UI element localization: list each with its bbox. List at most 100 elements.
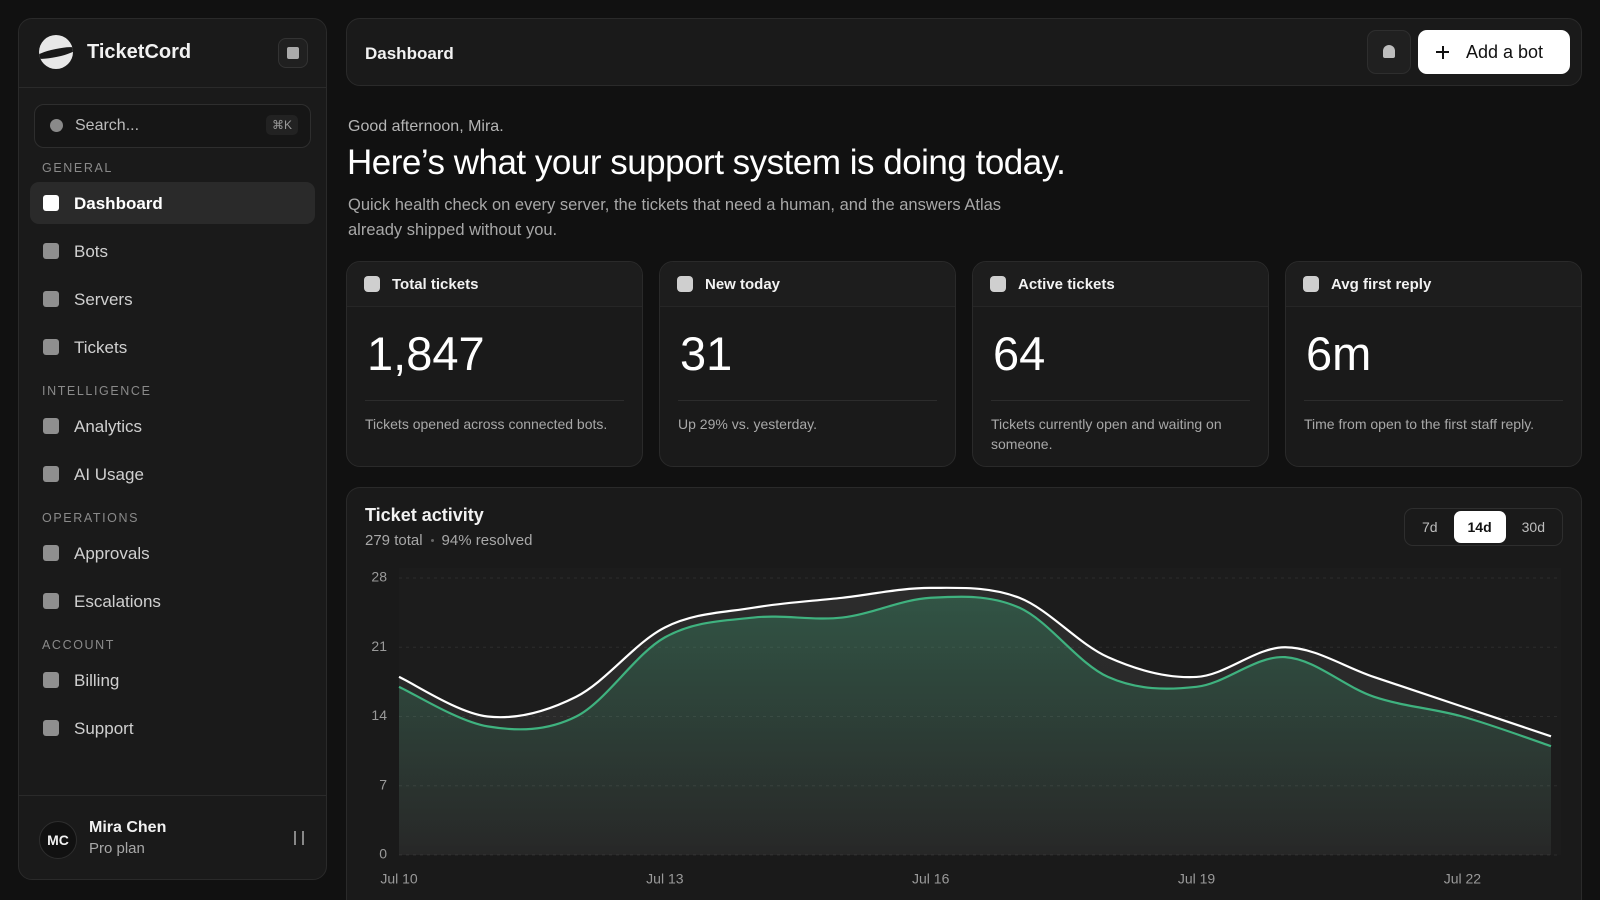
brand-logo-wave	[39, 44, 73, 62]
divider	[19, 795, 326, 796]
stat-card: New today 31 Up 29% vs. yesterday.	[659, 261, 956, 467]
nav-label: Billing	[74, 671, 120, 690]
nav-section-title: OPERATIONS	[42, 511, 140, 525]
divider	[1304, 400, 1563, 401]
range-option[interactable]: 30d	[1521, 519, 1545, 535]
page-title: Dashboard	[365, 44, 454, 63]
nav-icon	[43, 672, 59, 688]
add-bot-label: Add a bot	[1466, 42, 1544, 62]
y-tick-label: 0	[379, 846, 387, 862]
plus-icon-v	[1441, 45, 1444, 59]
x-tick-label: Jul 22	[1444, 871, 1482, 887]
nav-icon	[43, 466, 59, 482]
y-tick-label: 7	[379, 776, 387, 792]
nav-item[interactable]: Support	[30, 707, 315, 749]
collapse-button[interactable]	[278, 38, 308, 68]
user-name: Mira Chen	[89, 819, 167, 836]
stat-card: Total tickets 1,847 Tickets opened across …	[346, 261, 643, 467]
nav-label: Bots	[74, 242, 109, 261]
stat-icon	[1303, 276, 1319, 292]
total-count: 279 total	[365, 532, 423, 549]
stat-icon	[677, 276, 693, 292]
add-bot-button[interactable]: Add a bot	[1418, 30, 1570, 74]
nav-item[interactable]: Approvals	[30, 532, 315, 574]
top-bar: Dashboard Add a bot	[346, 18, 1582, 86]
search-placeholder: Search...	[75, 117, 140, 134]
nav-item[interactable]: Escalations	[30, 580, 315, 622]
x-tick-label: Jul 19	[1178, 871, 1216, 887]
x-tick-label: Jul 16	[912, 871, 950, 887]
greeting: Good afternoon, Mira.	[348, 118, 504, 135]
stat-label: Total tickets	[392, 276, 479, 293]
range-option[interactable]: 7d	[1421, 519, 1438, 535]
nav-item[interactable]: Dashboard	[30, 182, 315, 224]
nav-icon	[43, 243, 59, 259]
nav-item[interactable]: Billing	[30, 659, 315, 701]
panel-title: Ticket activity	[365, 505, 484, 525]
divider	[991, 400, 1250, 401]
nav-label: Approvals	[74, 544, 150, 563]
stat-label: New today	[705, 276, 781, 293]
intro-description: Quick health check on every server, the …	[348, 196, 1002, 239]
range-option[interactable]: 14d	[1453, 511, 1506, 543]
stat-icon	[990, 276, 1006, 292]
stat-card-header	[1286, 262, 1581, 307]
stat-card: Active tickets 64 Tickets currently open a…	[972, 261, 1269, 467]
brand-logo	[39, 35, 73, 69]
notifications-button[interactable]	[1367, 30, 1411, 74]
sidebar: TicketCord Search... ⌘K GENERAL Dashboard Bot…	[18, 18, 327, 880]
nav-label: Analytics	[74, 417, 143, 436]
nav-label: Support	[74, 719, 134, 738]
y-tick-label: 28	[371, 569, 387, 585]
resolved-rate: 94% resolved	[441, 532, 533, 549]
y-tick-label: 14	[371, 707, 387, 723]
nav-item[interactable]: Bots	[30, 230, 315, 272]
nav-label: Tickets	[74, 338, 128, 357]
search-icon	[50, 119, 63, 132]
nav-label: Escalations	[74, 592, 161, 611]
x-tick-label: Jul 13	[646, 871, 684, 887]
nav-item[interactable]: Analytics	[30, 405, 315, 447]
nav-icon	[43, 291, 59, 307]
bell-icon	[1383, 45, 1395, 58]
search-box[interactable]: Search... ⌘K	[34, 104, 311, 148]
stat-card-header	[660, 262, 955, 307]
nav-section-title: INTELLIGENCE	[42, 384, 152, 398]
nav-label: Dashboard	[74, 194, 163, 213]
x-tick-label: Jul 10	[380, 871, 418, 887]
stat-label: Active tickets	[1018, 276, 1115, 293]
nav-item[interactable]: AI Usage	[30, 453, 315, 495]
nav-item[interactable]: Tickets	[30, 326, 315, 368]
stat-note: Tickets opened across connected bots.	[365, 416, 608, 432]
nav-label: AI Usage	[74, 465, 144, 484]
nav-icon	[43, 339, 59, 355]
divider	[678, 400, 937, 401]
stat-value: 1,847	[367, 327, 485, 380]
nav-label: Servers	[74, 290, 133, 309]
avatar: MC	[39, 821, 77, 859]
headline: Here’s what your support system is doing…	[347, 143, 1066, 182]
range-selector: 7d 14d 30d	[1403, 508, 1563, 546]
y-tick-label: 21	[371, 638, 387, 654]
shortcut-hint: ⌘K	[265, 115, 298, 135]
stat-note: Up 29% vs. yesterday.	[678, 416, 818, 432]
account-switch[interactable]	[294, 831, 304, 845]
stat-card-header	[347, 262, 642, 307]
nav-section-title: GENERAL	[42, 161, 113, 175]
divider	[365, 400, 624, 401]
brand-name: TicketCord	[87, 41, 192, 63]
user-plan: Pro plan	[89, 840, 145, 857]
stat-icon	[364, 276, 380, 292]
stat-value: 6m	[1306, 327, 1372, 380]
stat-value: 64	[993, 327, 1046, 380]
activity-panel: Ticket activity 279 total 94% resolved 7d 14…	[346, 487, 1582, 900]
divider	[19, 87, 326, 88]
separator-dot	[430, 539, 434, 542]
nav-item[interactable]: Servers	[30, 278, 315, 320]
stat-note: Time from open to the first staff reply.	[1304, 416, 1535, 432]
series-line	[398, 586, 1552, 738]
stat-card-header	[973, 262, 1268, 307]
stat-note: Tickets currently open and waiting on so…	[991, 416, 1222, 452]
series-line	[398, 595, 1552, 748]
